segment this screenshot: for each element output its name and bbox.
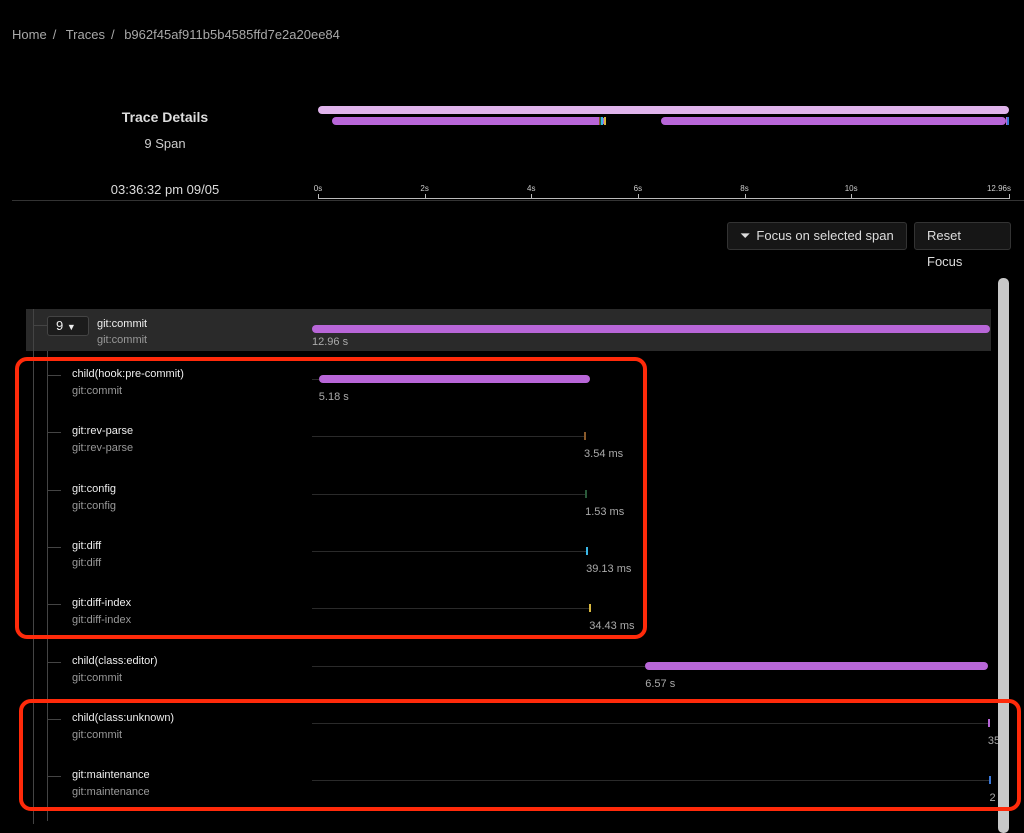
annotation-box: [15, 357, 647, 639]
tree-line: [47, 351, 48, 821]
axis-tick: [424, 194, 426, 199]
axis-tick: [851, 194, 853, 199]
span-track: [312, 722, 988, 724]
span-service: git:commit: [97, 334, 148, 346]
span-duration: 6.57 s: [645, 677, 676, 690]
minimap-bar: [601, 117, 604, 125]
span-duration: 35: [987, 734, 998, 747]
span-bar[interactable]: [318, 375, 590, 383]
page-title: Trace Details: [121, 109, 209, 125]
span-service: git:commit: [72, 385, 123, 397]
annotation-box: [19, 699, 1021, 811]
span-name: git:diff: [72, 539, 102, 552]
span-duration: 2: [989, 792, 996, 805]
span-bar[interactable]: [589, 604, 592, 613]
tree-connector: [47, 375, 61, 376]
axis-tick-label: 2s: [420, 184, 429, 193]
focus-selected-span-button[interactable]: ⏷ Focus on selected span: [727, 222, 907, 250]
scrollbar[interactable]: [998, 278, 1009, 833]
span-name: git:rev-parse: [72, 425, 134, 438]
divider: [12, 200, 1024, 201]
tree-connector: [47, 604, 61, 606]
span-track: [312, 665, 646, 667]
span-duration: 1.53 ms: [585, 505, 625, 518]
span-track: [312, 493, 586, 495]
axis-tick: [318, 194, 319, 199]
span-bar[interactable]: [585, 489, 588, 498]
span-bar[interactable]: [312, 325, 990, 333]
minimap-bar: [1007, 117, 1010, 125]
span-duration: 34.43 ms: [589, 620, 635, 633]
axis-tick: [531, 194, 533, 199]
span-name: child(hook:pre-commit): [72, 368, 184, 380]
minimap-bar: [1005, 117, 1008, 125]
span-track: [312, 780, 990, 782]
axis-tick-label: 4s: [527, 184, 536, 193]
breadcrumb-trace-id: b962f45af911b5b4585ffd7e2a20ee84: [124, 27, 340, 42]
span-track: [312, 379, 319, 380]
axis-tick-label: 12.96s: [986, 184, 1012, 193]
span-service: git:commit: [72, 671, 123, 684]
span-duration: 3.54 ms: [584, 448, 624, 461]
span-bar[interactable]: [987, 718, 990, 727]
trace-timestamp: 03:36:32 pm 09/05: [110, 182, 220, 197]
caret-down-icon: ▼: [66, 322, 76, 332]
span-track: [312, 550, 587, 552]
tree-connector: [33, 325, 47, 326]
axis-tick: [637, 194, 639, 199]
filter-icon: ⏷: [740, 228, 751, 243]
span-name: child(class:unknown): [72, 711, 175, 724]
breadcrumb-home[interactable]: Home: [12, 27, 47, 42]
span-bar[interactable]: [586, 546, 589, 555]
span-service: git:config: [72, 499, 117, 512]
minimap-bar: [331, 117, 605, 125]
axis-tick-label: 10s: [844, 184, 858, 193]
span-bar[interactable]: [989, 776, 992, 785]
tree-connector: [47, 432, 61, 434]
span-track: [312, 436, 585, 438]
span-service: git:diff: [72, 556, 102, 569]
minimap-bar: [318, 106, 1009, 114]
span-duration: 12.96 s: [312, 336, 349, 348]
breadcrumb: Home / Traces / b962f45af911b5b4585ffd7e2a…: [12, 27, 340, 42]
axis-tick: [1009, 194, 1010, 199]
collapse-toggle[interactable]: 9 ▼: [47, 316, 89, 336]
minimap-bar: [599, 117, 602, 125]
reset-focus-button[interactable]: Reset Focus: [914, 222, 1011, 269]
minimap-bar: [660, 117, 1007, 125]
span-name: git:diff-index: [72, 597, 132, 610]
span-count: 9 Span: [144, 136, 186, 151]
axis-tick-label: 6s: [633, 184, 643, 193]
span-service: git:maintenance: [72, 786, 150, 799]
span-bar[interactable]: [645, 661, 989, 670]
span-service: git:diff-index: [72, 614, 132, 627]
minimap-bar: [600, 117, 603, 125]
span-name: git:maintenance: [72, 769, 150, 782]
minimap-bar: [604, 117, 607, 125]
tree-line: [33, 309, 34, 824]
tree-connector: [47, 546, 61, 548]
axis-tick: [744, 194, 746, 199]
axis-tick-label: 8s: [740, 184, 749, 193]
span-duration: 5.18 s: [318, 391, 349, 403]
axis-tick-label: 0s: [313, 184, 323, 193]
span-name: child(class:editor): [72, 654, 158, 667]
span-name: git:config: [72, 482, 117, 495]
tree-connector: [47, 489, 61, 491]
span-service: git:commit: [72, 728, 123, 741]
breadcrumb-traces[interactable]: Traces: [65, 27, 105, 42]
tree-connector: [47, 776, 61, 778]
span-track: [312, 608, 590, 610]
time-axis: [318, 198, 1009, 199]
tree-connector: [47, 718, 61, 720]
span-service: git:rev-parse: [72, 442, 134, 455]
span-duration: 39.13 ms: [586, 562, 632, 575]
tree-connector: [47, 661, 61, 663]
span-name: git:commit: [97, 318, 148, 330]
span-bar[interactable]: [584, 432, 587, 441]
